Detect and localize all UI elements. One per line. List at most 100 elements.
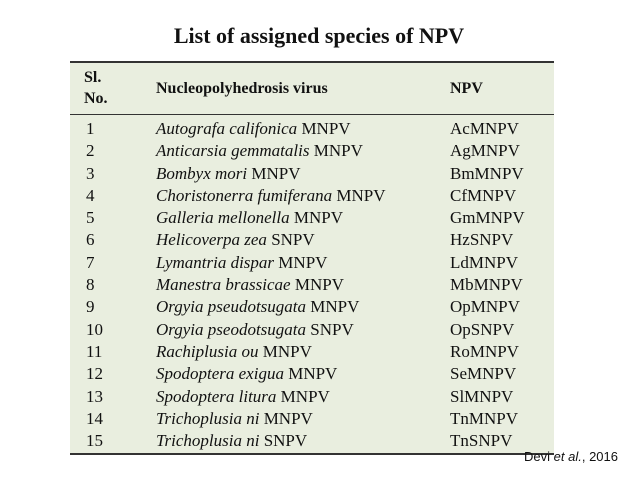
npv-abbreviation: OpMNPV xyxy=(450,297,520,317)
virus-type: MNPV xyxy=(262,341,312,361)
species-name: Trichoplusia ni xyxy=(156,431,260,451)
npv-abbreviation: RoMNPV xyxy=(450,341,519,361)
npv-abbreviation: MbMNPV xyxy=(450,275,523,295)
row-number: 4 xyxy=(86,185,95,205)
table-row: 6 Helicoverpa zea SNPV HzSNPV xyxy=(70,229,554,251)
table-row: 8 Manestra brassicae MNPV MbMNPV xyxy=(70,274,554,296)
table-row: 14 Trichoplusia ni MNPV TnMNPV xyxy=(70,408,554,430)
row-number: 3 xyxy=(86,163,95,183)
virus-type: MNPV xyxy=(336,185,386,205)
virus-type: SNPV xyxy=(310,319,354,339)
virus-name: Spodoptera exigua MNPV xyxy=(156,363,337,385)
row-number: 2 xyxy=(86,141,95,161)
npv-abbreviation: AgMNPV xyxy=(450,141,520,161)
species-name: Spodoptera exigua xyxy=(156,364,284,384)
row-number: 7 xyxy=(86,252,95,272)
virus-name: Choristonerra fumiferana MNPV xyxy=(156,185,386,207)
npv-abbreviation: GmMNPV xyxy=(450,208,525,228)
table-row: 4 Choristonerra fumiferana MNPV CfMNPV xyxy=(70,185,554,207)
header-sl-line1: Sl. xyxy=(84,69,102,86)
npv-abbreviation: BmMNPV xyxy=(450,163,524,183)
virus-type: MNPV xyxy=(288,364,338,384)
table-header: Sl. No. Nucleopolyhedrosis virus NPV xyxy=(70,63,554,115)
table-row: 9 Orgyia pseudotsugata MNPV OpMNPV xyxy=(70,296,554,318)
virus-type: MNPV xyxy=(294,275,344,295)
species-name: Orgyia pseudotsugata xyxy=(156,297,307,317)
virus-name: Orgyia pseodotsugata SNPV xyxy=(156,319,354,341)
header-virus: Nucleopolyhedrosis virus xyxy=(156,80,328,97)
npv-abbreviation: CfMNPV xyxy=(450,185,517,205)
species-name: Autografa califonica xyxy=(156,119,298,138)
species-name: Choristonerra fumiferana xyxy=(156,185,333,205)
table-row: 7 Lymantria dispar MNPV LdMNPV xyxy=(70,252,554,274)
npv-abbreviation: SlMNPV xyxy=(450,386,514,406)
row-number: 15 xyxy=(86,431,103,451)
virus-type: SNPV xyxy=(271,230,315,250)
species-name: Anticarsia gemmatalis xyxy=(156,141,310,161)
citation: Devi et al., 2016 xyxy=(524,449,618,464)
npv-abbreviation: SeMNPV xyxy=(450,364,517,384)
virus-name: Orgyia pseudotsugata MNPV xyxy=(156,296,359,318)
species-table: Sl. No. Nucleopolyhedrosis virus NPV 1 Au… xyxy=(70,61,554,455)
table-row: 13 Spodoptera litura MNPV SlMNPV xyxy=(70,386,554,408)
species-name: Galleria mellonella xyxy=(156,208,290,228)
virus-type: MNPV xyxy=(313,141,363,161)
row-number: 13 xyxy=(86,386,103,406)
virus-name: Bombyx mori MNPV xyxy=(156,163,301,185)
row-number: 9 xyxy=(86,297,95,317)
npv-abbreviation: TnMNPV xyxy=(450,408,519,428)
npv-abbreviation: LdMNPV xyxy=(450,252,519,272)
npv-abbreviation: OpSNPV xyxy=(450,319,515,339)
citation-year: , 2016 xyxy=(581,449,618,464)
virus-type: MNPV xyxy=(280,386,330,406)
virus-name: Rachiplusia ou MNPV xyxy=(156,341,312,363)
npv-abbreviation: AcMNPV xyxy=(450,119,519,138)
species-name: Spodoptera litura xyxy=(156,386,277,406)
citation-etal: et al. xyxy=(553,449,582,464)
virus-name: Galleria mellonella MNPV xyxy=(156,207,343,229)
citation-author: Devi xyxy=(524,449,554,464)
virus-name: Autografa califonica MNPV xyxy=(156,118,351,140)
table-row: 5 Galleria mellonella MNPV GmMNPV xyxy=(70,207,554,229)
virus-name: Helicoverpa zea SNPV xyxy=(156,229,315,251)
virus-type: MNPV xyxy=(293,208,343,228)
virus-name: Trichoplusia ni MNPV xyxy=(156,408,313,430)
row-number: 6 xyxy=(86,230,95,250)
table-row: 1 Autografa califonica MNPV AcMNPV xyxy=(70,118,554,140)
species-name: Bombyx mori xyxy=(156,163,248,183)
virus-type: MNPV xyxy=(310,297,360,317)
table-row: 2 Anticarsia gemmatalis MNPV AgMNPV xyxy=(70,140,554,162)
species-name: Manestra brassicae xyxy=(156,275,291,295)
row-number: 1 xyxy=(86,119,95,138)
row-number: 11 xyxy=(86,341,103,361)
table-row: 3 Bombyx mori MNPV BmMNPV xyxy=(70,163,554,185)
row-number: 8 xyxy=(86,275,95,295)
row-number: 14 xyxy=(86,408,103,428)
table-body: 1 Autografa califonica MNPV AcMNPV 2 Anticar… xyxy=(70,118,554,452)
header-npv: NPV xyxy=(450,80,483,97)
species-name: Rachiplusia ou xyxy=(156,341,259,361)
row-number: 5 xyxy=(86,208,95,228)
table-row: 12 Spodoptera exigua MNPV SeMNPV xyxy=(70,363,554,385)
virus-type: MNPV xyxy=(301,119,351,138)
table-row: 11 Rachiplusia ou MNPV RoMNPV xyxy=(70,341,554,363)
virus-type: MNPV xyxy=(251,163,301,183)
page-title: List of assigned species of NPV xyxy=(173,23,465,48)
virus-type: SNPV xyxy=(263,431,308,451)
species-name: Orgyia pseodotsugata xyxy=(156,319,307,339)
header-sl-no: Sl. No. xyxy=(84,67,108,109)
virus-name: Lymantria dispar MNPV xyxy=(156,252,327,274)
virus-type: MNPV xyxy=(278,252,328,272)
species-name: Trichoplusia ni xyxy=(156,408,260,428)
npv-abbreviation: HzSNPV xyxy=(450,230,514,250)
virus-name: Manestra brassicae MNPV xyxy=(156,274,344,296)
npv-abbreviation: TnSNPV xyxy=(450,431,513,451)
row-number: 12 xyxy=(86,364,103,384)
virus-type: MNPV xyxy=(263,408,313,428)
virus-name: Spodoptera litura MNPV xyxy=(156,386,330,408)
virus-name: Trichoplusia ni SNPV xyxy=(156,430,307,452)
table-row: 10 Orgyia pseodotsugata SNPV OpSNPV xyxy=(70,319,554,341)
virus-name: Anticarsia gemmatalis MNPV xyxy=(156,140,363,162)
species-name: Helicoverpa zea xyxy=(156,230,267,250)
row-number: 10 xyxy=(86,319,103,339)
